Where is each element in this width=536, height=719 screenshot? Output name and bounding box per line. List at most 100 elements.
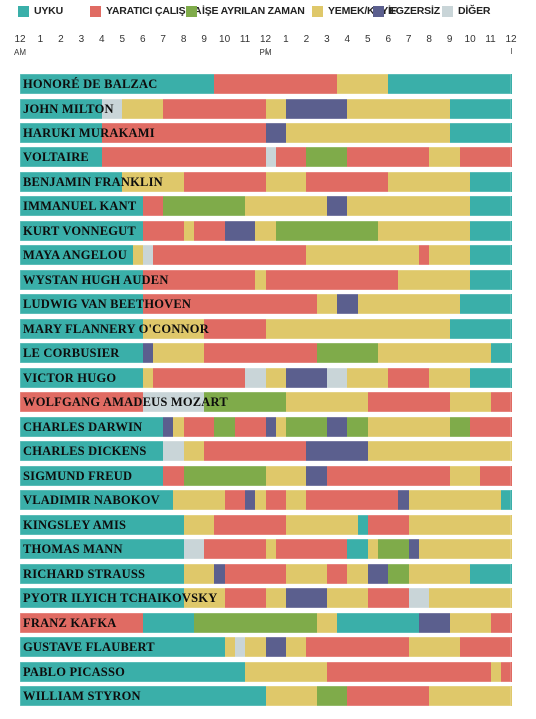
bar-segment-sleep — [20, 318, 144, 339]
bar-segment-exercise — [306, 465, 328, 486]
row-name-label: HARUKI MURAKAMI — [23, 126, 155, 140]
row-name-label: LUDWIG VAN BEETHOVEN — [23, 297, 192, 312]
bar-segment-creative — [204, 318, 267, 339]
bar-segment-food — [265, 367, 287, 388]
bar-segment-sleep — [388, 74, 512, 94]
axis-tick-label: 7 — [160, 34, 166, 45]
row-name-label: PYOTR ILYICH TCHAIKOVSKY — [23, 591, 218, 606]
axis-tick-mark — [511, 48, 512, 54]
axis-tick-mark — [20, 48, 21, 54]
bar-segment-other — [245, 367, 267, 388]
row-name-label: WOLFGANG AMADEUS MOZART — [23, 395, 228, 410]
row-name-label: RICHARD STRAUSS — [23, 566, 146, 581]
bar-segment-creative — [234, 416, 267, 437]
bar-segment-food — [357, 294, 461, 315]
axis-tick-label: 3 — [324, 34, 330, 45]
routine-row: KINGSLEY AMIS — [20, 514, 512, 535]
bar-segment-creative — [265, 269, 400, 290]
bar-segment-creative — [490, 612, 512, 633]
bar-segment-food — [347, 367, 389, 388]
row-name-label: VLADIMIR NABOKOV — [23, 493, 160, 508]
bar-segment-food — [255, 269, 267, 290]
row-name-label: LE CORBUSIER — [23, 346, 120, 361]
row-outline — [20, 147, 511, 167]
bar-segment-creative — [224, 588, 267, 609]
bar-segment-job — [214, 416, 236, 437]
axis-tick-label: 6 — [385, 34, 392, 45]
bar-segment-food — [183, 514, 215, 535]
bar-segment-exercise — [265, 123, 287, 143]
routine-row: IMMANUEL KANT — [20, 196, 512, 217]
bar-segment-job — [163, 196, 246, 217]
bar-segment-exercise — [285, 98, 348, 119]
bar-segment-food — [378, 220, 471, 241]
bar-segment-food — [265, 171, 308, 192]
legend-swatch-creative — [90, 6, 101, 17]
bar-segment-creative — [470, 416, 512, 437]
bar-segment-food — [408, 490, 502, 511]
axis-tick-mark — [266, 48, 267, 54]
bar-segment-food — [347, 196, 471, 217]
bar-segment-sleep — [20, 563, 185, 584]
routine-row: HARUKI MURAKAMI — [20, 123, 512, 143]
bar-segment-creative — [367, 392, 451, 413]
row-name-label: MAYA ANGELOU — [23, 248, 127, 263]
bar-segment-sleep — [20, 637, 226, 657]
bar-segment-sleep — [459, 294, 512, 315]
bar-segment-job — [316, 343, 379, 364]
bar-segment-sleep — [20, 686, 267, 706]
axis-tick-label: 3 — [78, 34, 85, 45]
bar-segment-job — [378, 539, 410, 560]
bar-segment-food — [316, 294, 338, 315]
bar-segment-exercise — [306, 441, 369, 462]
bar-segment-exercise — [285, 588, 328, 609]
bar-segment-exercise — [326, 196, 348, 217]
axis-tick-label: 1 — [37, 34, 44, 45]
axis-tick-label: 10 — [219, 34, 231, 45]
routine-row: SIGMUND FREUD — [20, 465, 512, 486]
bar-segment-food — [285, 514, 359, 535]
bar-segment-food — [429, 588, 512, 609]
routine-row: CHARLES DARWIN — [20, 416, 512, 437]
bar-segment-creative — [204, 343, 318, 364]
row-name-label: MARY FLANNERY O'CONNOR — [23, 321, 209, 336]
bar-segment-exercise — [265, 416, 277, 437]
bar-segment-food — [265, 318, 451, 339]
bar-segment-food — [449, 465, 481, 486]
bar-segment-job — [285, 416, 328, 437]
bar-segment-creative — [214, 74, 338, 94]
bar-segment-creative — [20, 612, 144, 633]
row-name-label: HONORÉ DE BALZAC — [23, 77, 158, 91]
routine-row: VOLTAIRE — [20, 147, 512, 168]
bar-segment-exercise — [163, 416, 175, 437]
row-name-label: GUSTAVE FLAUBERT — [23, 640, 155, 654]
bar-segment-exercise — [265, 637, 287, 657]
bar-segment-creative — [152, 245, 307, 266]
bar-segment-creative — [367, 514, 410, 535]
routine-row: HONORÉ DE BALZAC — [20, 74, 512, 94]
bar-segment-sleep — [470, 563, 512, 584]
routine-row: JOHN MILTON — [20, 98, 512, 119]
bar-segment-food — [429, 367, 471, 388]
bar-segment-food — [265, 98, 287, 119]
axis-tick-label: 1 — [283, 34, 289, 45]
bar-segment-food — [285, 637, 307, 657]
row-name-label: CHARLES DICKENS — [23, 444, 147, 459]
bar-segment-food — [142, 318, 205, 339]
bar-segment-creative — [224, 490, 246, 511]
legend-swatch-other — [442, 6, 453, 17]
bar-segment-creative — [275, 539, 348, 560]
bar-segment-job — [306, 147, 348, 168]
bar-segment-exercise — [214, 563, 226, 584]
bar-segment-food — [285, 490, 307, 511]
bar-segment-sleep — [490, 343, 512, 364]
bar-segment-creative — [326, 465, 451, 486]
legend-label-job: İŞE AYRILAN ZAMAN — [202, 5, 305, 17]
bar-segment-creative — [193, 220, 226, 241]
axis-tick-label: 10 — [464, 34, 476, 45]
bar-segment-food — [429, 147, 461, 168]
routine-row: MARY FLANNERY O'CONNOR — [20, 318, 512, 339]
axis-tick-label: 6 — [139, 34, 146, 45]
bar-segment-job — [347, 416, 369, 437]
bar-segment-food — [285, 392, 369, 413]
